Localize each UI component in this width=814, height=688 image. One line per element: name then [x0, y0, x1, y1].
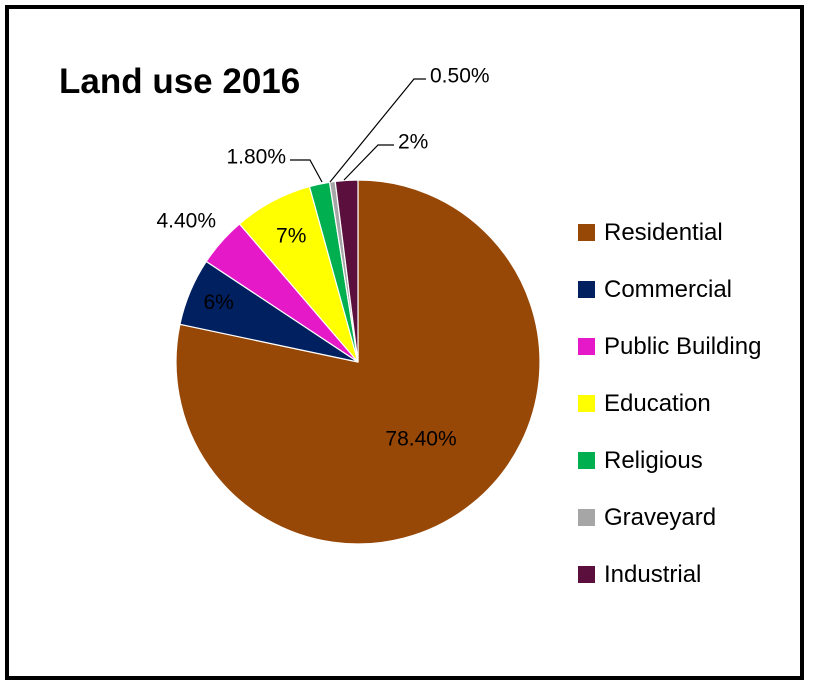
data-label-education: 7%	[276, 224, 306, 247]
legend-label: Public Building	[604, 332, 762, 360]
data-label-residential: 78.40%	[385, 427, 456, 450]
legend-item-industrial: Industrial	[578, 546, 761, 603]
legend-item-graveyard: Graveyard	[578, 489, 761, 546]
legend-swatch	[578, 281, 595, 298]
chart-title: Land use 2016	[59, 62, 301, 101]
data-label-graveyard: 0.50%	[430, 65, 490, 88]
data-label-commercial: 6%	[204, 291, 234, 314]
legend-label: Religious	[604, 446, 703, 474]
legend-swatch	[578, 452, 595, 469]
legend-item-religious: Religious	[578, 432, 761, 489]
legend-label: Industrial	[604, 560, 702, 588]
legend-swatch	[578, 566, 595, 583]
legend-item-public-building: Public Building	[578, 318, 761, 375]
data-label-public-building: 4.40%	[156, 210, 216, 233]
leader-line-graveyard	[329, 78, 426, 183]
legend-swatch	[578, 338, 595, 355]
legend: Residential Commercial Public Building Educ…	[578, 204, 761, 603]
legend-item-education: Education	[578, 375, 761, 432]
legend-swatch	[578, 509, 595, 526]
slice-industrial	[334, 179, 359, 363]
leader-line-industrial	[343, 144, 394, 181]
data-label-industrial: 2%	[398, 131, 428, 154]
legend-swatch	[578, 224, 595, 241]
legend-label: Commercial	[604, 275, 733, 303]
data-label-religious: 1.80%	[226, 146, 286, 169]
legend-item-residential: Residential	[578, 204, 761, 261]
legend-swatch	[578, 395, 595, 412]
leader-line-religious	[290, 159, 323, 183]
legend-label: Graveyard	[604, 503, 717, 531]
legend-label: Residential	[604, 218, 723, 246]
legend-label: Education	[604, 389, 711, 417]
legend-item-commercial: Commercial	[578, 261, 761, 318]
